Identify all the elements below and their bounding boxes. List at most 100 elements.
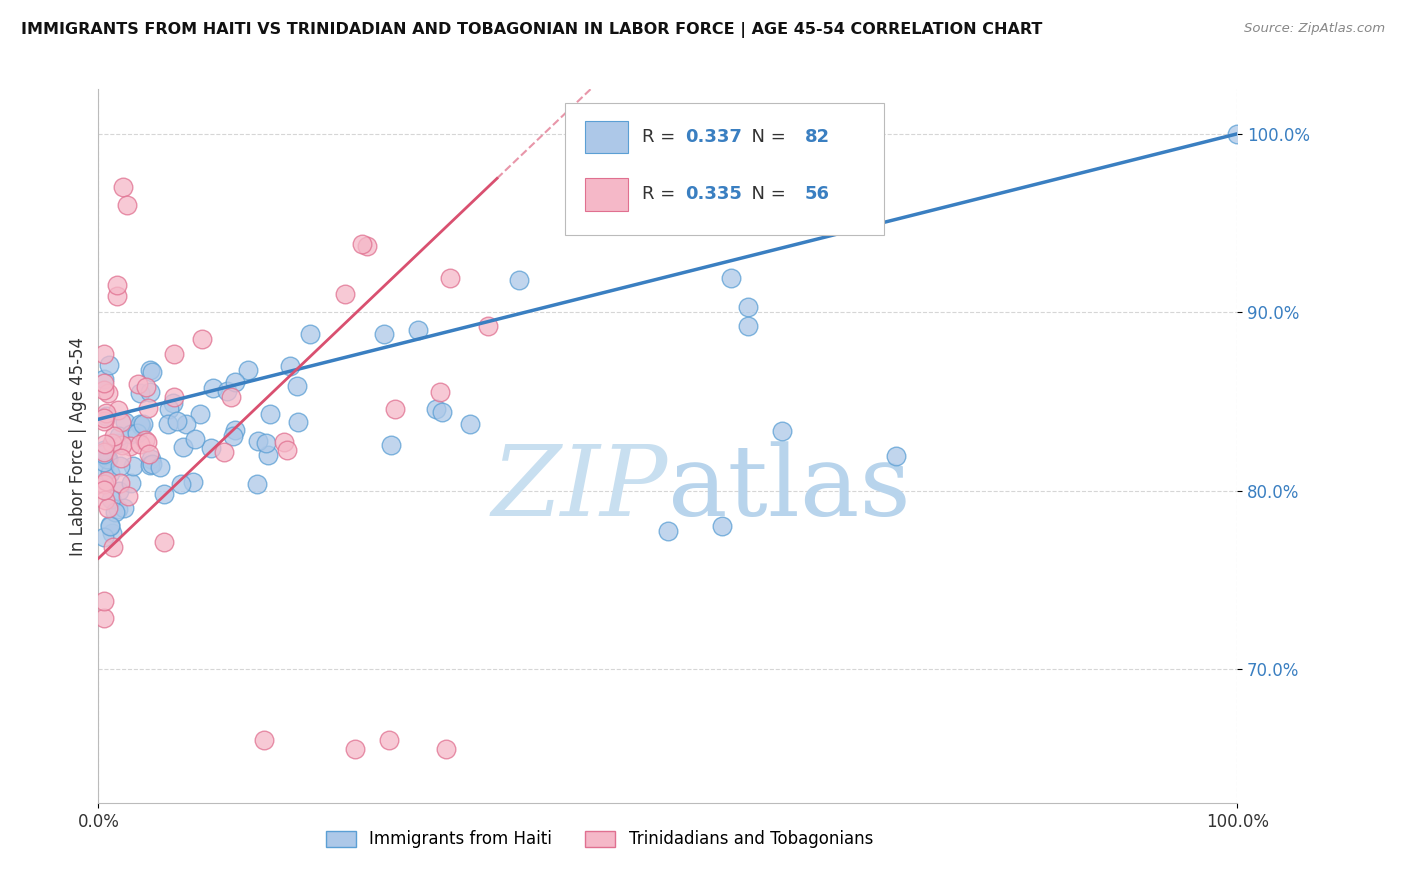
Point: [149, 460, 172, 475]
Point: [280, 359, 302, 373]
Point: [215, 384, 238, 399]
Point: [710, 519, 733, 533]
Point: [101, 436, 124, 450]
Point: [127, 376, 149, 391]
Point: [356, 239, 378, 253]
Text: R =: R =: [641, 128, 681, 146]
Point: [157, 401, 180, 416]
Point: [287, 415, 309, 429]
Point: [93, 483, 115, 497]
Point: [172, 440, 194, 454]
Point: [162, 396, 184, 410]
Point: [132, 417, 155, 431]
Point: [117, 489, 139, 503]
Point: [93, 376, 115, 390]
Point: [737, 319, 759, 334]
Point: [94, 437, 117, 451]
Text: ZIP: ZIP: [492, 442, 668, 536]
Point: [93, 455, 115, 469]
Point: [93, 448, 115, 462]
Point: [246, 477, 269, 491]
Text: R =: R =: [641, 186, 681, 203]
Text: 56: 56: [804, 186, 830, 203]
Point: [94, 493, 117, 508]
Point: [107, 288, 129, 302]
Legend: Immigrants from Haiti, Trinidadians and Tobagonians: Immigrants from Haiti, Trinidadians and …: [319, 824, 880, 855]
Point: [720, 271, 742, 285]
Y-axis label: In Labor Force | Age 45-54: In Labor Force | Age 45-54: [69, 336, 87, 556]
Point: [103, 428, 125, 442]
Point: [135, 434, 157, 449]
Point: [163, 390, 186, 404]
Point: [110, 415, 132, 429]
Text: IMMIGRANTS FROM HAITI VS TRINIDADIAN AND TOBAGONIAN IN LABOR FORCE | AGE 45-54 C: IMMIGRANTS FROM HAITI VS TRINIDADIAN AND…: [21, 22, 1042, 38]
Point: [141, 457, 163, 471]
Point: [221, 390, 243, 404]
Point: [884, 449, 907, 463]
Point: [273, 434, 295, 449]
Text: 82: 82: [804, 128, 830, 146]
Point: [200, 441, 222, 455]
Point: [101, 540, 124, 554]
Point: [128, 417, 150, 431]
Point: [285, 379, 308, 393]
Point: [298, 327, 321, 342]
Point: [120, 476, 142, 491]
Point: [256, 449, 278, 463]
Point: [373, 327, 395, 342]
Point: [350, 237, 373, 252]
Text: N =: N =: [740, 186, 792, 203]
Point: [97, 451, 120, 466]
Point: [188, 408, 211, 422]
Point: [129, 419, 152, 434]
Point: [181, 475, 204, 489]
Point: [247, 434, 270, 448]
Point: [108, 475, 131, 490]
Point: [107, 402, 129, 417]
Point: [212, 445, 235, 459]
Point: [224, 375, 246, 389]
Point: [432, 405, 454, 419]
Point: [96, 451, 118, 466]
Point: [105, 278, 128, 293]
Point: [93, 414, 115, 428]
Point: [166, 414, 188, 428]
Text: Source: ZipAtlas.com: Source: ZipAtlas.com: [1244, 22, 1385, 36]
Point: [97, 500, 120, 515]
Point: [97, 451, 120, 466]
Point: [93, 610, 115, 624]
Point: [94, 409, 117, 423]
Point: [127, 426, 149, 441]
Point: [139, 384, 162, 399]
Point: [657, 524, 679, 538]
Point: [191, 333, 214, 347]
Point: [737, 300, 759, 314]
Point: [152, 535, 174, 549]
Point: [93, 530, 115, 544]
Point: [98, 517, 121, 532]
Point: [169, 477, 191, 491]
Point: [439, 271, 461, 285]
Point: [153, 486, 176, 500]
Point: [174, 417, 197, 431]
Point: [98, 519, 121, 533]
Point: [378, 733, 401, 747]
Point: [458, 417, 481, 431]
Point: [1226, 127, 1249, 141]
Point: [508, 273, 530, 287]
Point: [201, 381, 224, 395]
Point: [112, 180, 135, 194]
Point: [157, 417, 180, 432]
Point: [114, 415, 136, 429]
Point: [138, 458, 160, 472]
Text: atlas: atlas: [668, 441, 911, 537]
Point: [139, 451, 162, 466]
Point: [93, 477, 115, 491]
Point: [434, 742, 457, 756]
Point: [380, 438, 402, 452]
Point: [93, 347, 115, 361]
Text: N =: N =: [740, 128, 792, 146]
Point: [136, 401, 159, 415]
Point: [93, 594, 115, 608]
Point: [115, 198, 138, 212]
